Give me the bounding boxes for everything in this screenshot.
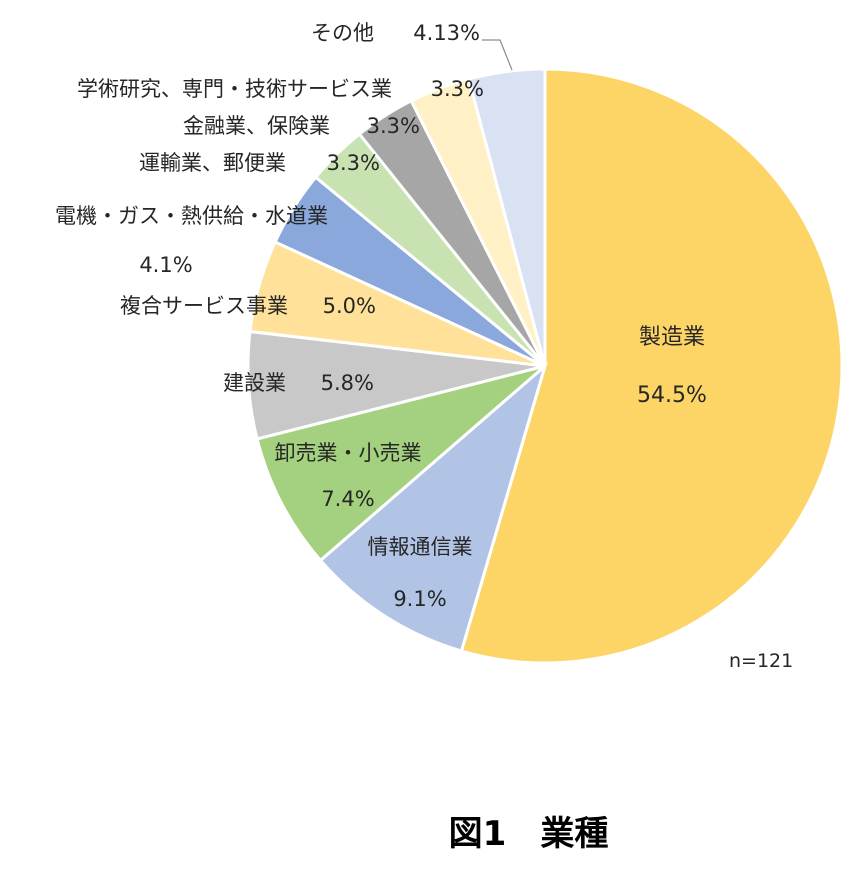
slice-value-composite: 5.0% [323, 294, 376, 318]
figure-caption-wrap: 図1 業種 [0, 806, 857, 855]
sample-size-note: n=121 [729, 650, 794, 672]
other-leader-line [482, 39, 513, 71]
slice-label-manufacturing: 製造業 [639, 325, 705, 350]
slice-value-info: 9.1% [393, 587, 446, 611]
figure-caption: 図1 業種 [448, 814, 609, 854]
pie-slice-info [318, 361, 548, 653]
slice-value-wholesale: 7.4% [321, 487, 374, 511]
slice-label-academic: 学術研究、専門・技術サービス業 [77, 77, 392, 101]
slice-label-other: その他 [311, 21, 374, 45]
slice-value-other: 4.13% [413, 21, 480, 45]
pie-slice-manufacturing [459, 67, 844, 665]
pie-slice-wholesale [255, 364, 546, 563]
slice-label-transport: 運輸業、郵便業 [139, 151, 286, 175]
slice-label-wholesale: 卸売業・小売業 [275, 441, 422, 465]
slice-label-construction: 建設業 [223, 371, 286, 395]
pie-slice-other [466, 67, 547, 367]
slice-value-finance: 3.3% [367, 114, 420, 138]
slice-value-transport: 3.3% [327, 151, 380, 175]
slice-label-utility: 電機・ガス・熱供給・水道業 [55, 204, 328, 228]
slice-value-manufacturing: 54.5% [637, 383, 707, 408]
slice-value-construction: 5.8% [321, 371, 374, 395]
slice-value-utility: 4.1% [139, 253, 192, 277]
pie-slices [246, 67, 844, 665]
slice-label-info: 情報通信業 [368, 535, 473, 559]
slice-label-composite: 複合サービス事業 [120, 294, 288, 318]
slice-value-academic: 3.3% [431, 77, 484, 101]
slice-label-finance: 金融業、保険業 [183, 114, 330, 138]
